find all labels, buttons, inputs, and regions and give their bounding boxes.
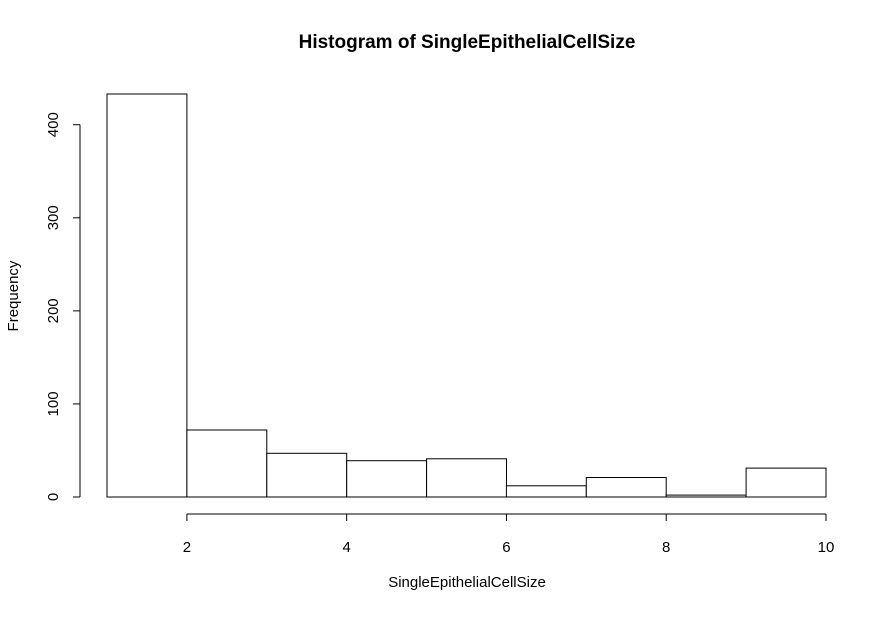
x-tick-label-6: 6	[502, 539, 510, 556]
histogram-bar-5	[426, 458, 508, 498]
bars-group	[106, 93, 827, 498]
y-axis: 0 100 200 300 400	[45, 112, 81, 501]
chart-title: Histogram of SingleEpithelialCellSize	[299, 32, 636, 53]
x-tick-label-8: 8	[662, 539, 670, 556]
histogram-bar-7	[585, 477, 667, 498]
histogram-bar-3	[266, 452, 348, 498]
y-tick-label-100: 100	[45, 391, 62, 416]
x-tick-label-10: 10	[818, 539, 835, 556]
histogram-bar-4	[346, 460, 428, 498]
y-axis-label: Frequency	[5, 260, 22, 331]
y-tick-label-400: 400	[45, 112, 62, 137]
y-tick-label-0: 0	[45, 493, 62, 501]
histogram-bar-9	[745, 467, 827, 498]
x-tick-label-2: 2	[183, 539, 191, 556]
y-tick-label-200: 200	[45, 298, 62, 323]
x-axis: 2 4 6 8 10	[183, 513, 835, 556]
x-tick-label-4: 4	[342, 539, 350, 556]
y-tick-label-300: 300	[45, 205, 62, 230]
histogram-bar-6	[505, 485, 587, 498]
x-axis-label: SingleEpithelialCellSize	[388, 574, 546, 591]
histogram-bar-8	[665, 494, 747, 498]
histogram-bar-1	[106, 93, 188, 498]
histogram-bar-2	[186, 429, 268, 498]
